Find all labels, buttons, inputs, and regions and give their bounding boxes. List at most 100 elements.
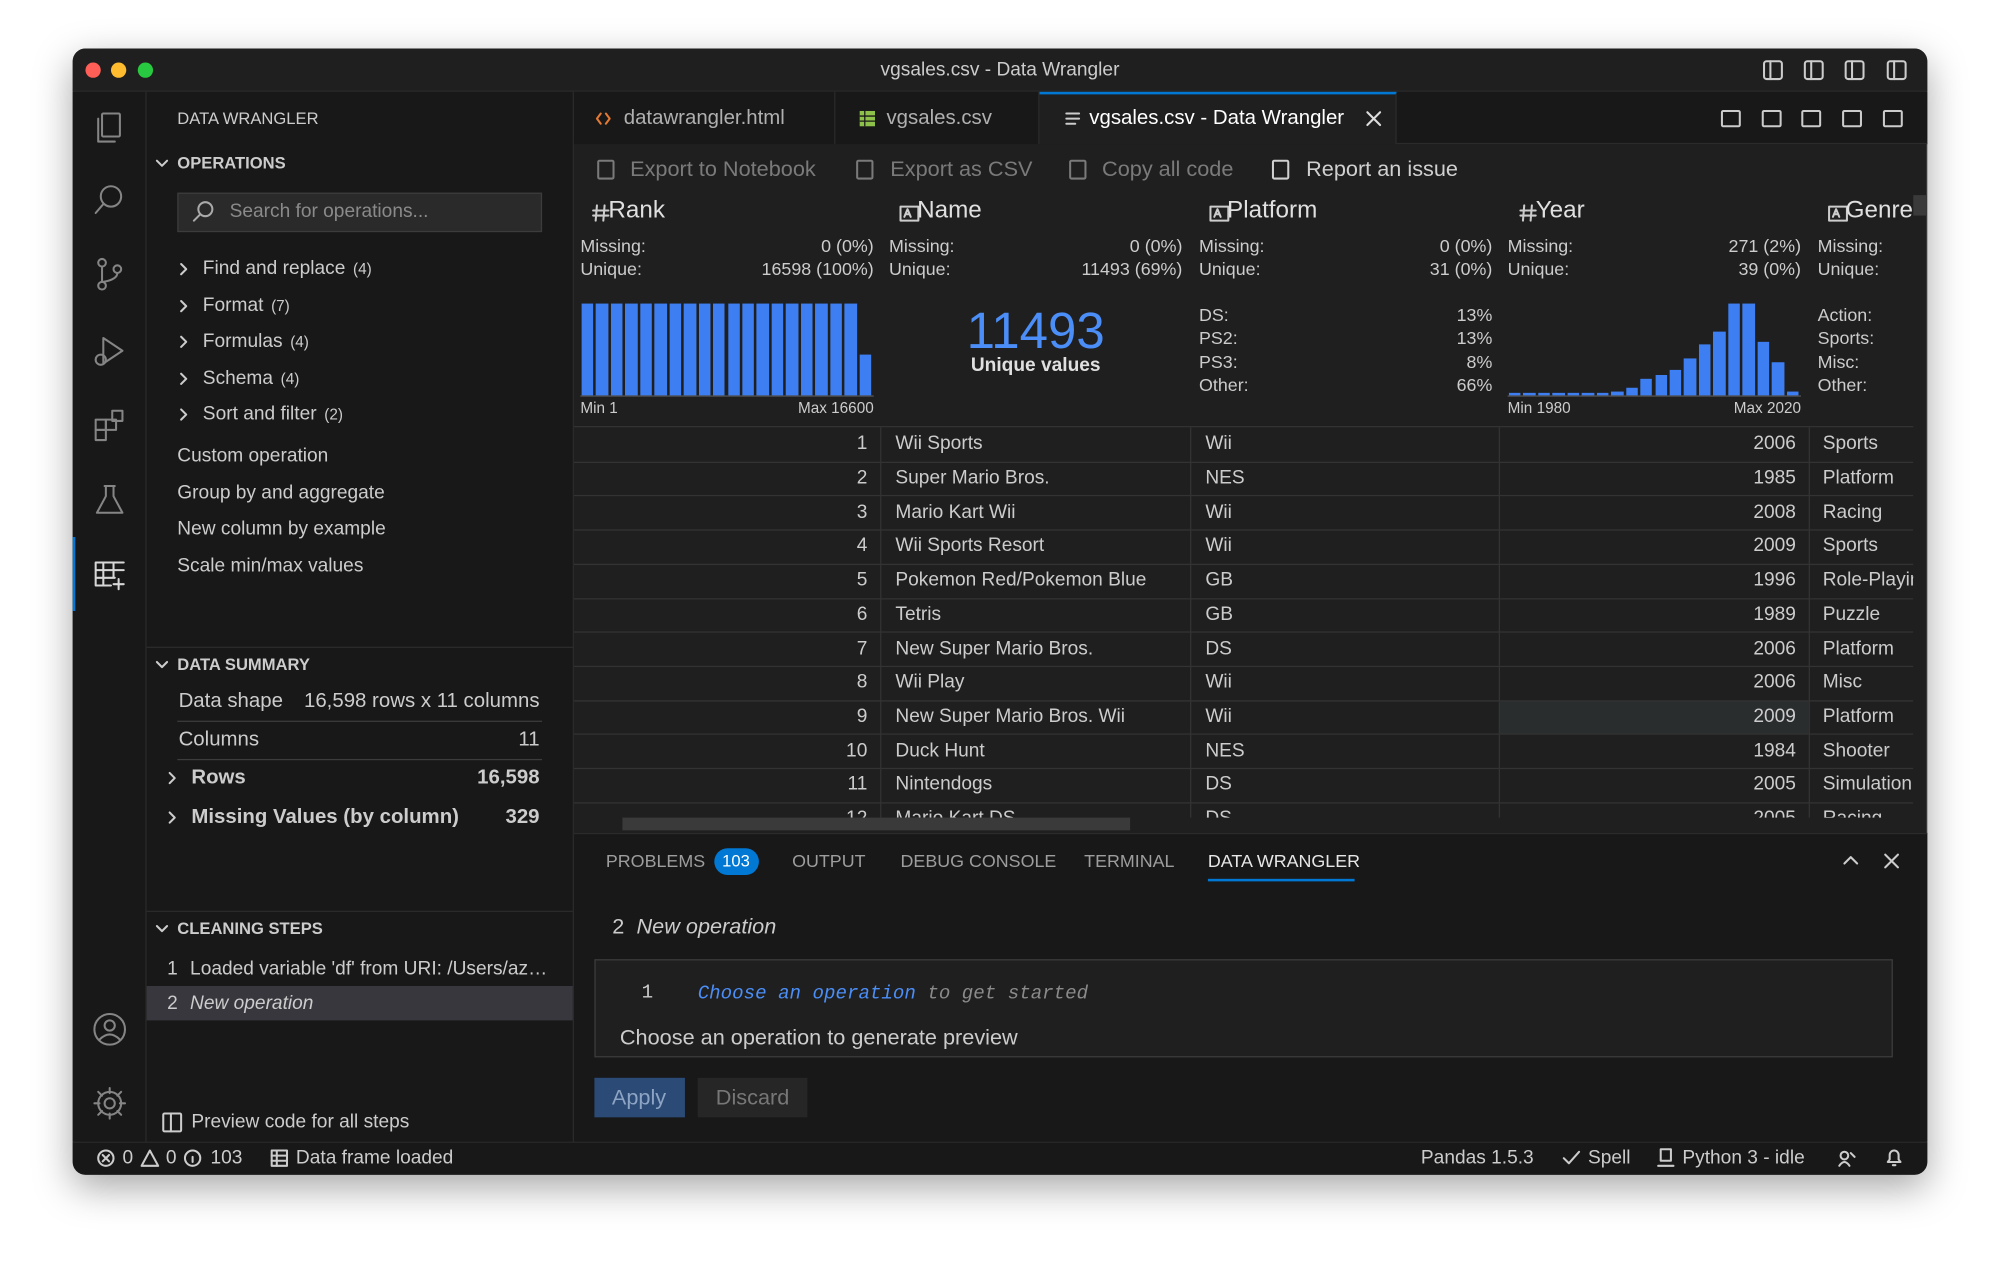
status-item[interactable]: Python 3 - idle	[1682, 1146, 1805, 1169]
apply-button[interactable]	[594, 1077, 685, 1118]
summary-value: 11	[518, 728, 540, 751]
warning-icon	[140, 1149, 160, 1167]
panel-tab[interactable]: DEBUG CONSOLE	[900, 850, 1057, 871]
histogram-bar	[596, 303, 609, 396]
operation-item[interactable]: New column by example	[177, 517, 386, 540]
histogram-bar	[683, 303, 696, 396]
search-icon-part	[192, 213, 202, 222]
chevron-part	[180, 408, 188, 421]
wrangler-icon-part	[1065, 112, 1081, 125]
table-cell: Shooter	[1822, 739, 1890, 761]
chevron	[168, 811, 176, 824]
operation-group[interactable]: Schema (4)	[203, 366, 535, 392]
activity-icon	[94, 561, 125, 591]
summary-label: Data shape	[178, 690, 283, 713]
discard-button[interactable]	[697, 1077, 808, 1118]
toolbar-button[interactable]: Report an issue	[1306, 156, 1459, 181]
operation-group[interactable]: Sort and filter (2)	[203, 402, 535, 428]
toolbar-button[interactable]: Export as CSV	[890, 156, 1033, 181]
table-cell: Sports	[1822, 432, 1879, 455]
table-cell: Wii	[1205, 432, 1232, 455]
status-count: 0	[165, 1146, 177, 1169]
editor-tab[interactable]	[573, 91, 836, 145]
error-icon	[97, 1149, 115, 1167]
table-cell: 6	[856, 603, 868, 625]
divider	[177, 758, 543, 761]
editor-action-part	[1842, 109, 1862, 128]
column-type-icon-part	[1828, 205, 1848, 222]
chevron-part	[180, 263, 188, 276]
stat-value: 271 (2%)	[1728, 235, 1802, 256]
layout-icon	[1803, 60, 1824, 81]
step-text[interactable]: New operation	[190, 992, 314, 1015]
stat-value: 11493 (69%)	[1081, 258, 1183, 279]
toolbar-icon	[1069, 159, 1087, 180]
operation-item[interactable]: Custom operation	[177, 445, 329, 467]
table-cell: 1984	[1753, 739, 1796, 761]
activity-icon-part	[111, 409, 124, 422]
editor-tab[interactable]	[1039, 91, 1397, 145]
table-cell: Wii	[1205, 534, 1232, 557]
table-cell: Wii Sports	[895, 432, 983, 455]
operation-item[interactable]: Scale min/max values	[177, 554, 364, 577]
panel-tab[interactable]: PROBLEMS	[605, 850, 706, 871]
layout-icon	[1886, 60, 1907, 81]
button-label: Apply	[611, 1085, 667, 1110]
window-control[interactable]	[85, 62, 101, 78]
status-item[interactable]: Pandas 1.5.3	[1420, 1146, 1534, 1169]
panel-tab[interactable]: TERMINAL	[1084, 850, 1175, 871]
histogram-bar	[844, 303, 857, 396]
table-cell: 1985	[1753, 466, 1796, 489]
operation-group[interactable]: Format (7)	[203, 293, 535, 319]
column-type-icon-part	[899, 205, 920, 222]
panel-tab[interactable]: OUTPUT	[792, 850, 866, 871]
step-title: New operation	[636, 914, 777, 939]
table-cell: 2005	[1753, 773, 1796, 796]
window-control[interactable]	[137, 62, 154, 78]
row-divider	[573, 529, 1914, 531]
toolbar-button[interactable]: Copy all code	[1102, 156, 1234, 181]
operation-group[interactable]: Formulas (4)	[203, 329, 535, 355]
top-value-label: Sports:	[1817, 327, 1875, 348]
step-text[interactable]: Loaded variable 'df' from URI: /Users/az…	[190, 957, 548, 980]
operation-item[interactable]: Group by and aggregate	[177, 482, 385, 504]
window-control[interactable]	[110, 62, 127, 78]
activity-icon-part	[97, 257, 107, 268]
step-number: 2	[167, 992, 178, 1015]
histogram-bar	[1698, 344, 1711, 396]
histogram-bar	[1596, 392, 1609, 396]
table-cell: 2006	[1753, 637, 1796, 659]
panel-maximize	[1843, 856, 1859, 865]
table-cell: Racing	[1822, 500, 1883, 523]
top-value-share: 66%	[1456, 374, 1493, 395]
histogram-bar	[1523, 392, 1536, 396]
editor-action-part	[1801, 109, 1822, 128]
table-cell: 2006	[1753, 432, 1796, 455]
table-cell: NES	[1205, 466, 1245, 489]
toolbar-button[interactable]: Export to Notebook	[630, 156, 816, 181]
stat-label: Missing:	[580, 235, 646, 256]
column-type-icon	[592, 204, 610, 222]
tab-label: vgsales.csv	[886, 107, 992, 130]
unique-count: 11493	[966, 303, 1105, 360]
status-item[interactable]: Spell	[1588, 1146, 1631, 1169]
title-bar	[72, 48, 1928, 92]
operation-group[interactable]: Find and replace (4)	[203, 256, 535, 282]
step-number: 2	[612, 914, 625, 939]
selected-step	[146, 985, 573, 1021]
chevron-part	[155, 924, 169, 933]
preview-link[interactable]: Preview code for all steps	[191, 1110, 410, 1133]
table-cell: 2009	[1753, 534, 1796, 557]
column-header: Name	[917, 197, 982, 224]
search-box[interactable]	[177, 192, 543, 233]
summary-value: 16,598 rows x 11 columns	[303, 690, 540, 713]
table-cell: New Super Mario Bros.	[895, 637, 1094, 659]
stat-label: Missing:	[889, 235, 955, 256]
toolbar-icon	[597, 159, 615, 180]
histogram-bar	[1611, 391, 1624, 396]
stat-label: Unique:	[1817, 258, 1880, 279]
panel-tab[interactable]: DATA WRANGLER	[1207, 850, 1361, 871]
editor-action	[1882, 109, 1903, 128]
kernel-icon-part	[1657, 1148, 1675, 1167]
